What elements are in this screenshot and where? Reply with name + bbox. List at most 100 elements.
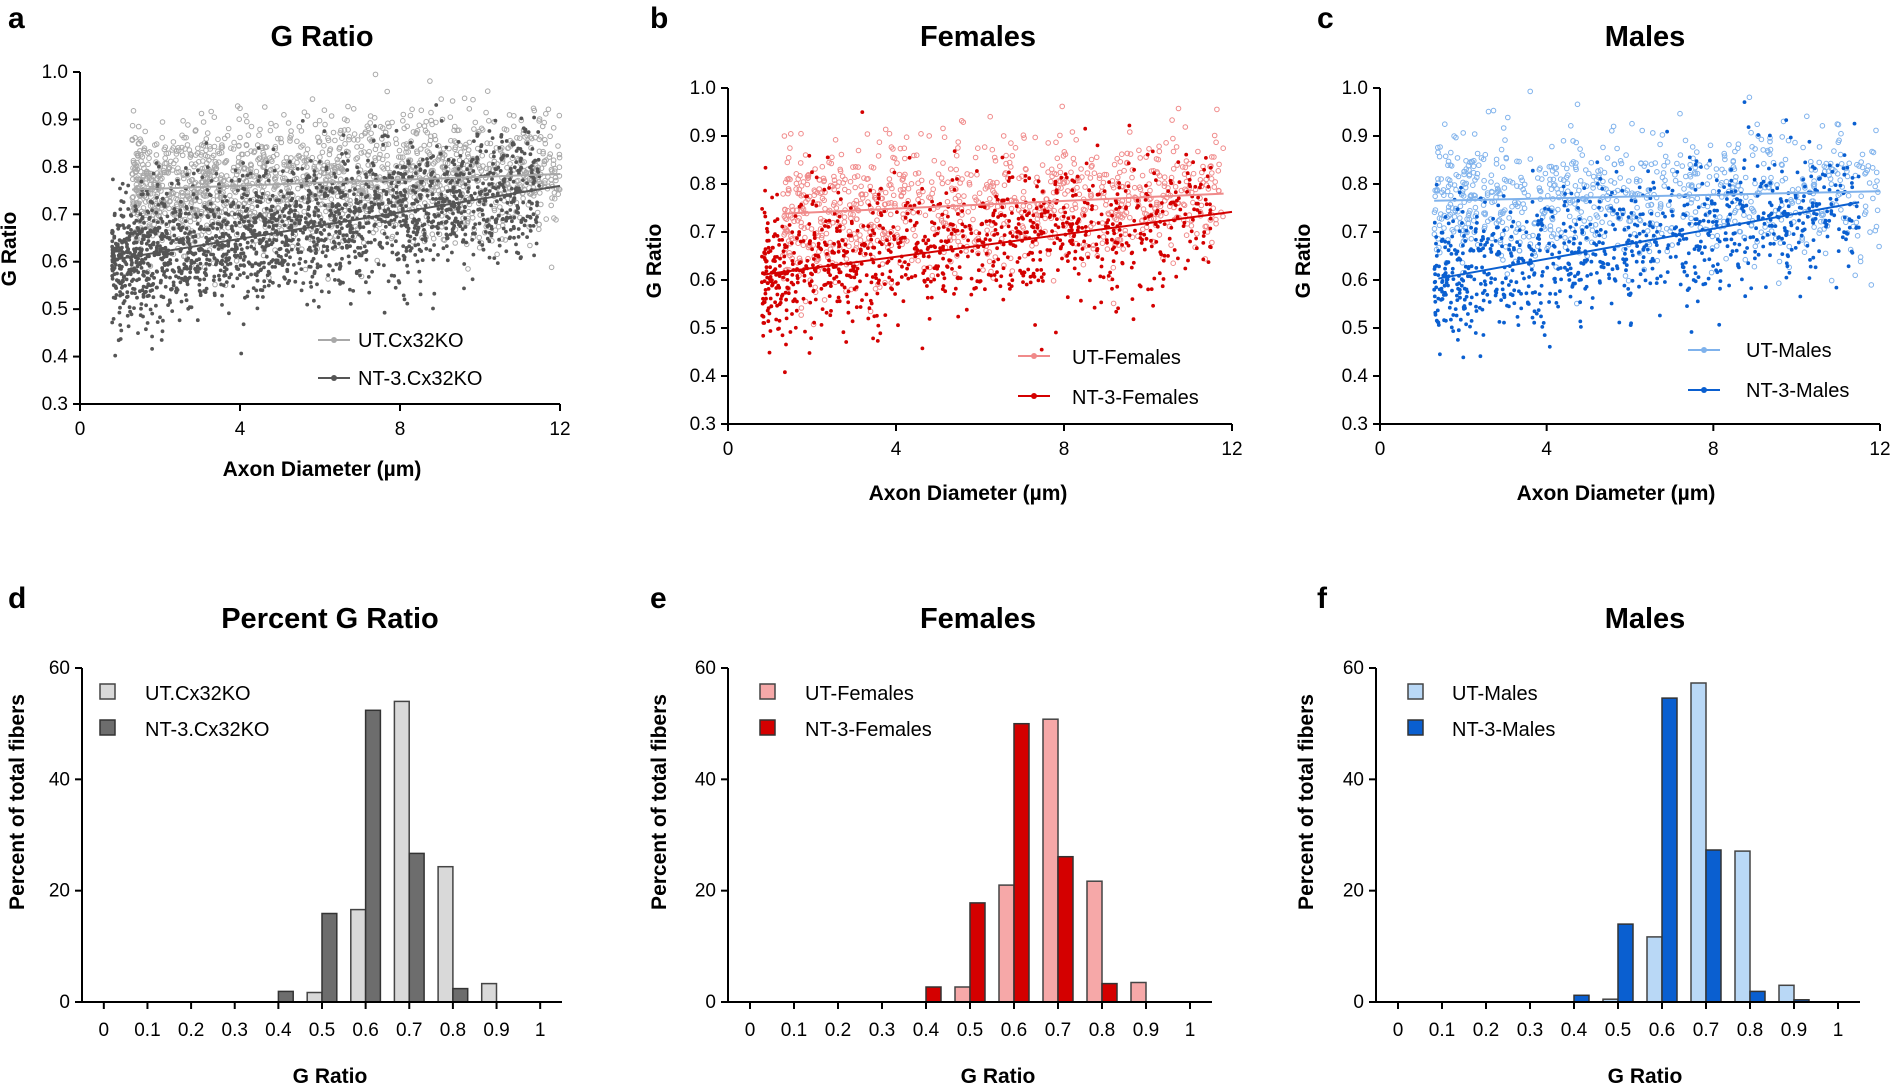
data-point [496,185,501,189]
data-point [475,155,479,160]
data-point [154,269,159,274]
data-point [309,285,314,289]
data-point [838,224,842,229]
data-point [1054,155,1061,162]
data-point [281,112,287,118]
data-point [246,260,251,265]
data-point [228,145,234,151]
data-point [221,177,227,184]
data-point [452,240,459,246]
data-point [909,275,914,280]
data-point [1209,170,1215,176]
data-point [512,165,517,170]
data-point [402,297,407,302]
data-point [238,273,242,277]
data-point [992,254,999,260]
data-point [439,220,444,225]
data-point [817,215,824,222]
data-point [315,282,319,287]
data-point [269,242,274,247]
data-point [295,247,300,252]
data-point [264,240,269,245]
data-point [470,157,475,162]
data-point [1201,234,1206,238]
data-point [452,203,457,208]
data-point [114,293,119,297]
data-point [1062,191,1068,197]
data-point [1163,210,1169,216]
data-point [133,291,137,296]
data-point [552,174,559,181]
data-point [869,301,874,306]
data-point [888,231,893,235]
data-point [782,179,789,186]
data-point [1080,261,1087,268]
data-point [999,225,1004,230]
data-point [264,254,269,259]
data-point [417,193,422,197]
data-point [218,172,225,178]
data-point [191,171,196,176]
data-point [917,201,922,205]
data-point [763,288,768,292]
data-point [151,295,156,300]
data-point [1091,170,1098,176]
data-point [172,233,177,238]
data-point [352,210,357,215]
data-point [334,193,341,199]
data-point [501,226,506,231]
data-point [180,276,184,281]
data-point [198,110,205,117]
data-point [139,154,146,160]
data-point [237,220,242,225]
data-point [413,190,418,195]
data-point [208,200,214,207]
data-point [548,264,555,271]
data-point [262,265,266,270]
data-point [553,177,559,184]
data-point [533,218,538,222]
data-point [465,167,469,172]
data-point [1015,260,1020,264]
data-point [309,249,313,253]
data-point [170,145,177,151]
data-point [324,167,329,172]
data-point [248,171,253,176]
data-point [371,138,376,143]
data-point [766,287,771,291]
data-point [141,314,145,319]
data-point [208,223,213,228]
data-point [217,273,221,278]
data-point [935,171,942,177]
data-point [340,206,345,211]
data-point [316,117,323,124]
data-point [932,233,937,238]
data-point [894,160,900,166]
data-point [854,305,859,310]
data-point [118,290,122,294]
data-point [912,171,919,177]
data-point [1183,178,1190,185]
data-point [152,142,158,148]
data-point [160,219,165,224]
data-point [547,133,553,140]
data-point [407,175,411,179]
data-point [193,234,198,239]
data-point [1022,252,1028,259]
data-point [165,214,170,219]
data-point [332,213,336,218]
data-point [354,230,359,235]
data-point [472,119,479,126]
data-point [126,183,131,188]
data-point [452,162,457,167]
data-point [358,253,362,258]
data-point [1001,266,1006,271]
data-point [156,213,162,219]
data-point [483,199,488,203]
data-point [410,129,417,135]
data-point [364,182,369,187]
data-point [837,168,844,174]
data-point [818,219,824,225]
data-point [162,210,168,216]
data-point [439,154,446,160]
